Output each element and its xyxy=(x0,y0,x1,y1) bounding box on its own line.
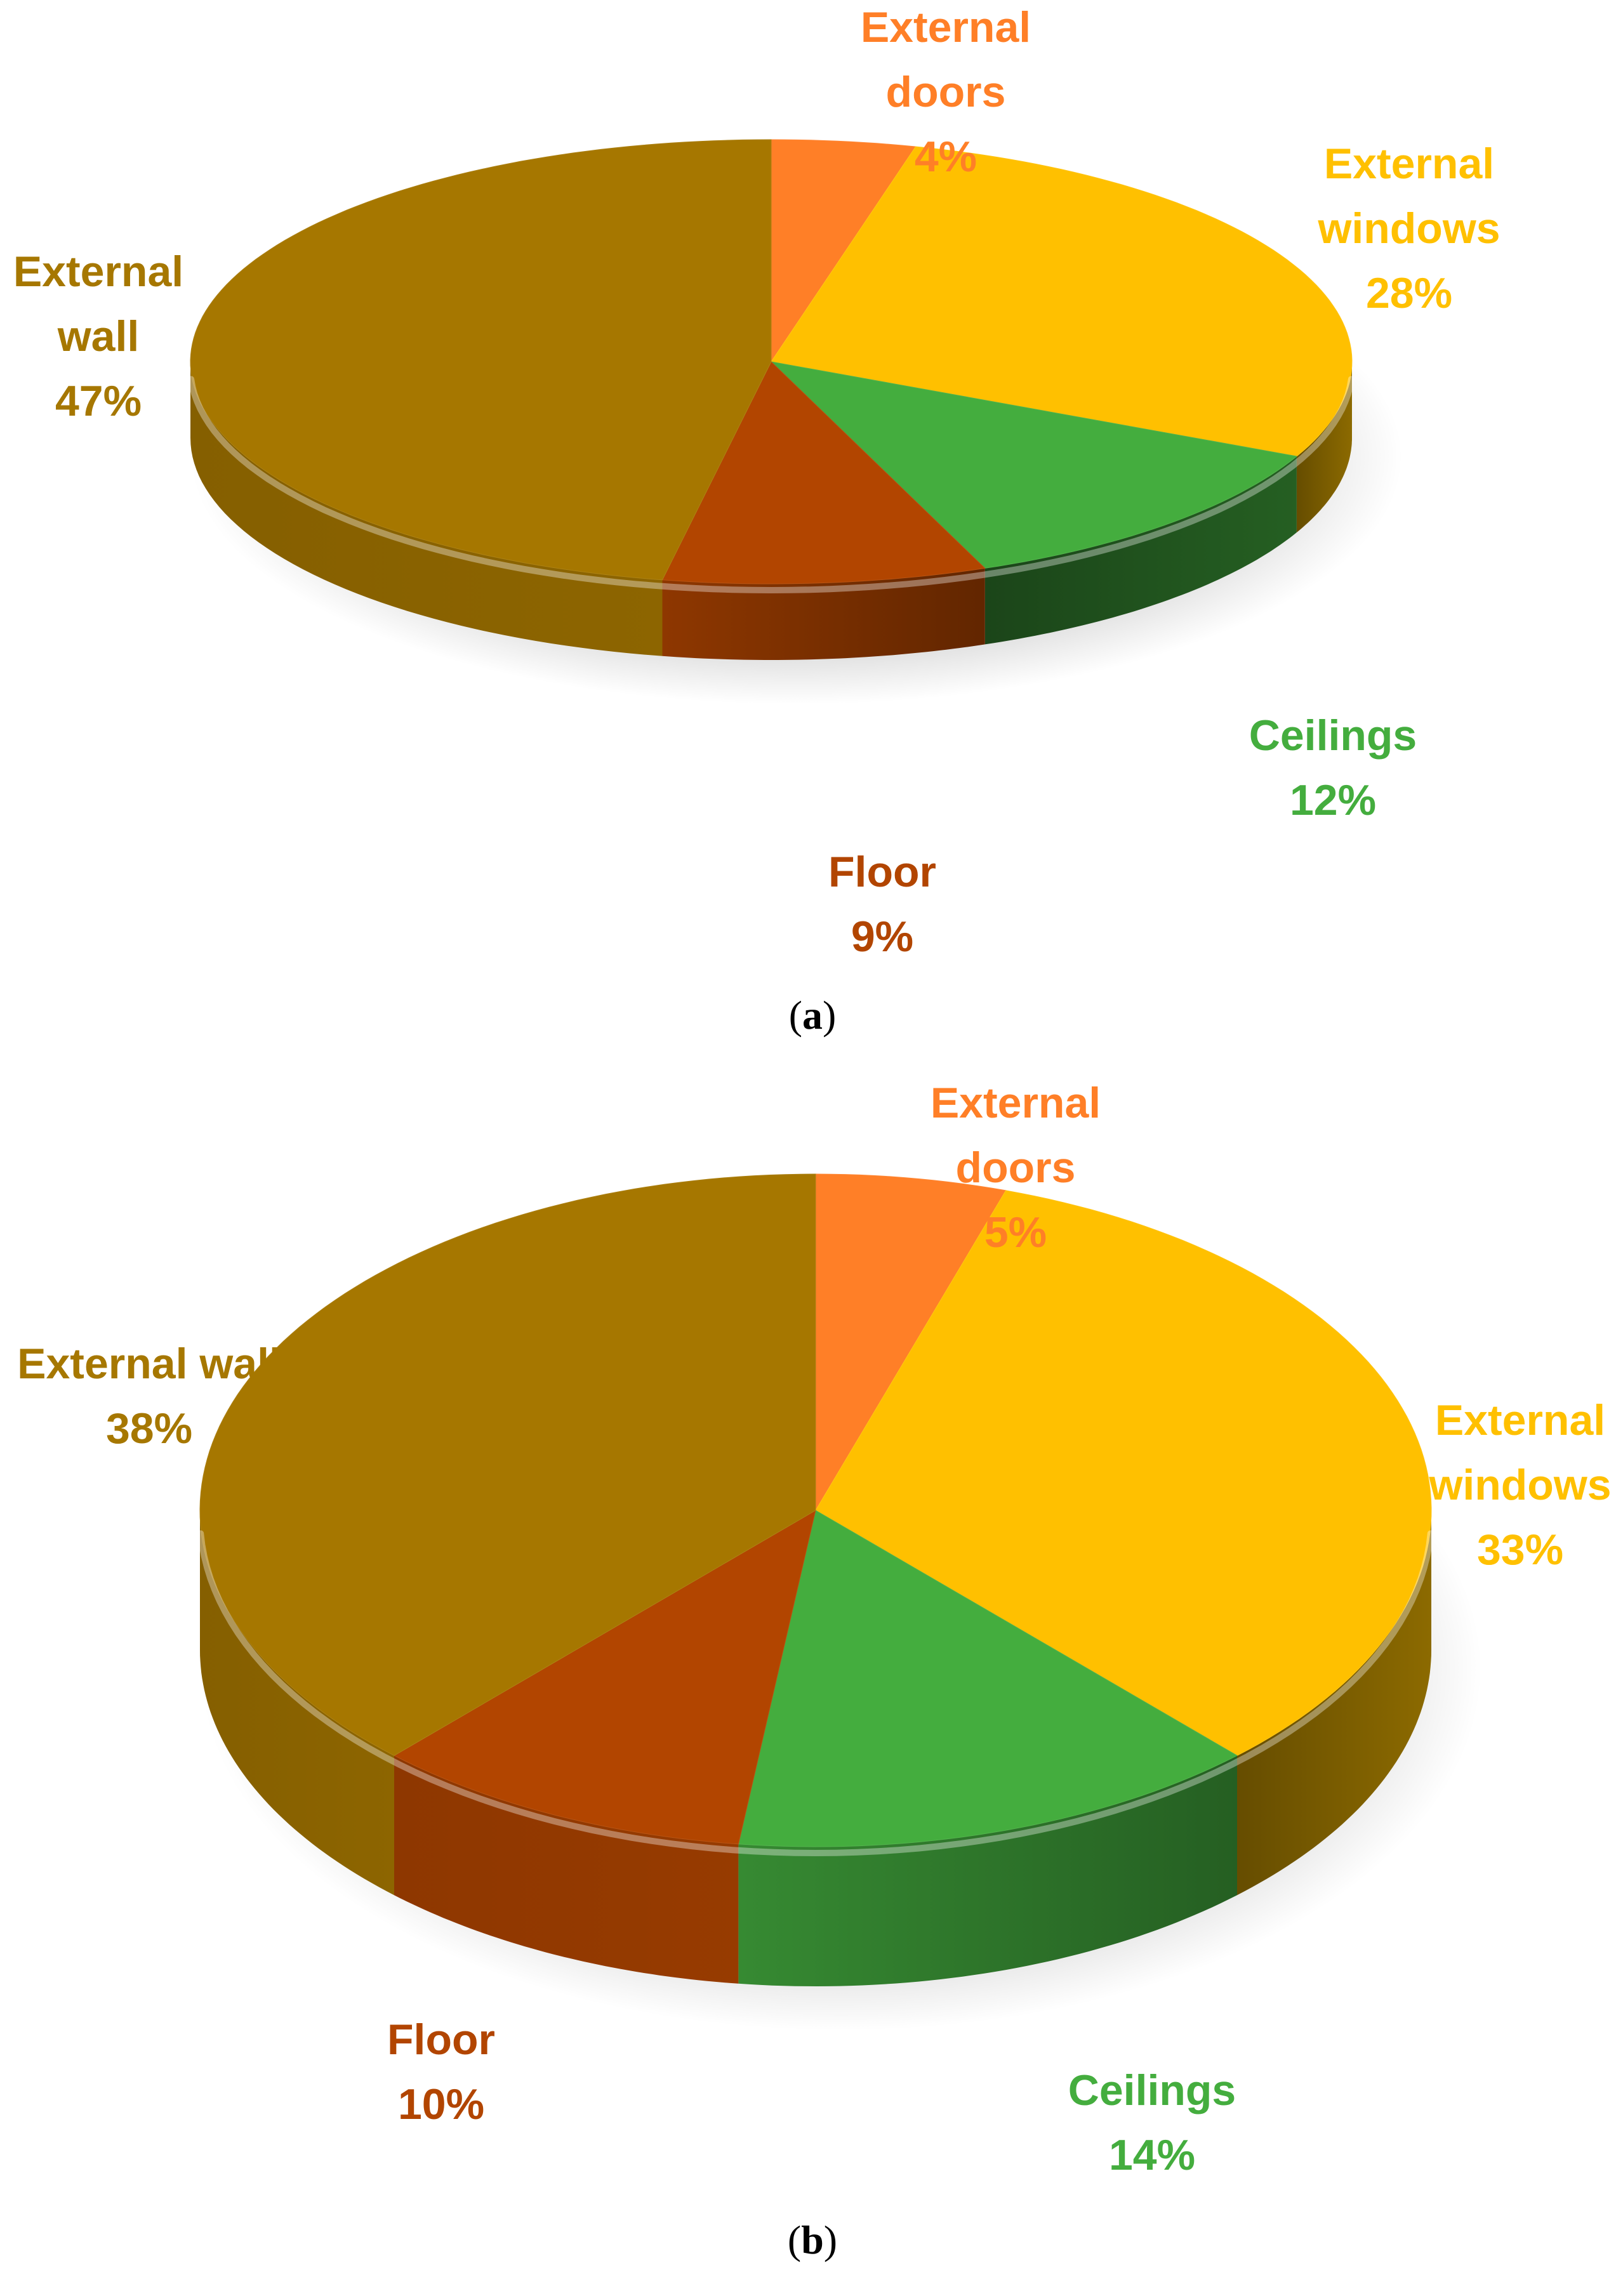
chart-panel-b: (b) External doors 5% External windows 33% Cei… xyxy=(0,1079,1623,2296)
pie-side-floor xyxy=(394,1755,739,1984)
slice-name-line: External wall xyxy=(17,1340,281,1388)
slice-label-external-wall: External wall 38% xyxy=(17,1331,281,1461)
slice-name-line: External xyxy=(1434,1396,1606,1444)
pie-side-floor xyxy=(662,568,985,660)
pie-side-ceilings xyxy=(738,1755,1237,1986)
pie-slice-external-windows xyxy=(771,146,1353,457)
slice-percent: 28% xyxy=(1365,269,1453,317)
slice-name-line: doors xyxy=(955,1144,1076,1192)
slice-name-line: windows xyxy=(1318,204,1500,253)
slice-name-line: External xyxy=(1323,140,1495,188)
slice-name-line: External xyxy=(930,1079,1101,1127)
slice-label-external-wall: External wall 47% xyxy=(13,239,183,433)
slice-name-line: Floor xyxy=(828,848,936,896)
pie-side-external-wall xyxy=(190,362,663,656)
pie-top-faces xyxy=(199,1173,1432,1847)
pie-slice-ceilings xyxy=(770,361,1298,569)
pie-slice-external-doors xyxy=(815,1173,1007,1512)
slice-percent: 33% xyxy=(1476,1526,1564,1574)
panel-caption-b: (b) xyxy=(787,2217,838,2262)
pie-side-external-windows xyxy=(1296,362,1352,532)
pie-slice-external-windows xyxy=(815,1190,1432,1756)
pie-slice-external-wall xyxy=(199,1173,816,1756)
chart-panel-a: (a) External doors 4% External windows 28% Cei… xyxy=(0,0,1623,1079)
slice-percent: 12% xyxy=(1289,776,1377,824)
panel-caption-a: (a) xyxy=(788,993,837,1038)
slice-name-line: windows xyxy=(1429,1461,1612,1509)
slice-percent: 5% xyxy=(984,1208,1047,1257)
slice-percent: 38% xyxy=(105,1404,193,1453)
slice-label-ceilings: Ceilings 14% xyxy=(1068,2058,1236,2187)
pie-side-walls xyxy=(190,362,1352,660)
pie-slice-floor xyxy=(393,1509,816,1845)
panel-caption-letter: a xyxy=(802,993,823,1038)
pie-side-external-windows xyxy=(1237,1510,1431,1896)
pie-slice-floor xyxy=(661,361,986,584)
pie-slice-external-wall xyxy=(190,139,772,581)
slice-name-line: Ceilings xyxy=(1249,711,1417,760)
pie-side-walls xyxy=(200,1510,1431,1986)
pie-rim-highlight xyxy=(188,376,1355,594)
slice-label-ceilings: Ceilings 12% xyxy=(1249,703,1417,833)
pie-slice-external-doors xyxy=(771,139,917,363)
slice-percent: 14% xyxy=(1108,2131,1196,2179)
pie-rim-highlight xyxy=(197,1530,1434,1857)
slice-label-external-windows: External windows 28% xyxy=(1318,131,1500,326)
panel-caption-letter: b xyxy=(801,2217,824,2262)
slice-percent: 4% xyxy=(914,133,977,181)
slice-label-external-doors: External doors 4% xyxy=(861,0,1031,189)
pie-side-external-wall xyxy=(200,1510,394,1896)
slice-percent: 47% xyxy=(55,377,142,425)
slice-name-line: doors xyxy=(885,68,1006,116)
slice-label-floor: Floor 10% xyxy=(387,2007,495,2137)
slice-name-line: wall xyxy=(57,312,140,360)
slice-percent: 10% xyxy=(397,2080,485,2128)
slice-percent: 9% xyxy=(851,913,914,961)
pie-chart-a xyxy=(188,139,1403,704)
slice-label-floor: Floor 9% xyxy=(828,840,936,969)
slice-label-external-doors: External doors 5% xyxy=(931,1071,1101,1265)
slice-name-line: Floor xyxy=(387,2016,495,2064)
slice-name-line: External xyxy=(13,247,184,296)
slice-name-line: External xyxy=(860,3,1031,51)
slice-label-external-windows: External windows 33% xyxy=(1429,1388,1611,1582)
pie-top-faces xyxy=(190,139,1353,584)
slice-name-line: Ceilings xyxy=(1068,2066,1236,2115)
pie-slice-ceilings xyxy=(738,1510,1238,1847)
pie-chart-b xyxy=(197,1173,1482,2031)
